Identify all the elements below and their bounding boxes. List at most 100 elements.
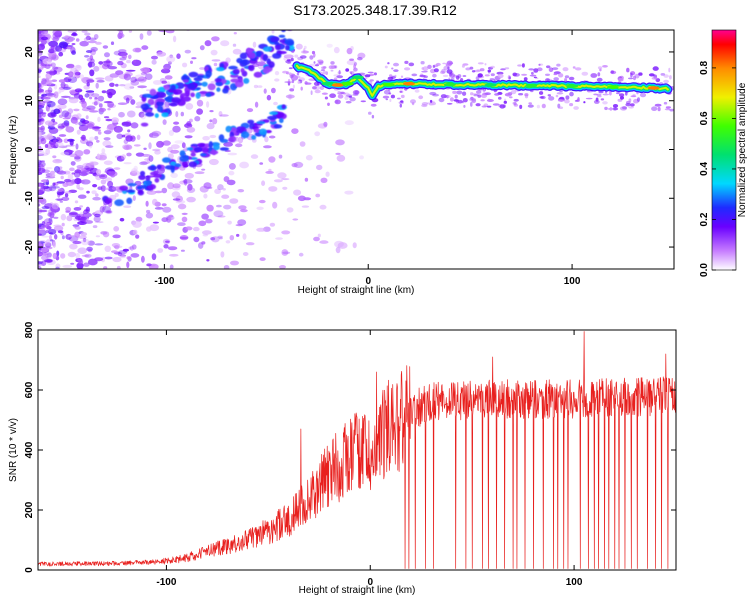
heatmap-cell [632, 94, 636, 97]
heatmap-cell [83, 37, 89, 42]
heatmap-cell [105, 118, 113, 122]
heatmap-cell [214, 188, 222, 194]
heatmap-cell [80, 180, 85, 184]
heatmap-cell [439, 70, 446, 75]
heatmap-cell [149, 132, 159, 139]
heatmap-cell [194, 147, 203, 152]
heatmap-cell [112, 234, 121, 239]
heatmap-cell [140, 72, 147, 76]
heatmap-cell [256, 121, 266, 125]
heatmap-cell [83, 262, 90, 267]
heatmap-cell [564, 77, 568, 82]
heatmap-cell [83, 149, 91, 155]
heatmap-cell [324, 96, 328, 100]
heatmap-cell [50, 62, 56, 68]
heatmap-cell [334, 99, 341, 105]
heatmap-cell [199, 45, 205, 51]
heatmap-cell [471, 98, 477, 104]
heatmap-cell [60, 81, 66, 89]
heatmap-cell [116, 133, 123, 140]
heatmap-cell [486, 105, 492, 108]
heatmap-cell [482, 89, 486, 93]
heatmap-cell [663, 74, 669, 78]
heatmap-cell [41, 38, 47, 45]
heatmap-cell [53, 91, 59, 99]
heatmap-cell [194, 116, 201, 122]
heatmap-cell [88, 61, 93, 68]
heatmap-cell [40, 125, 45, 132]
heatmap-cell [74, 213, 85, 216]
heatmap-cell [473, 94, 479, 97]
heatmap-cell [45, 167, 53, 170]
colorbar-tick-label: 0.8 [699, 61, 710, 75]
heatmap-cell [191, 57, 197, 60]
heatmap-cell [69, 212, 78, 215]
heatmap-cell [286, 17, 296, 24]
heatmap-cell [135, 216, 143, 222]
heatmap-cell [38, 183, 42, 187]
heatmap-cell [228, 170, 235, 176]
heatmap-cell [512, 72, 517, 77]
heatmap-cell [259, 162, 264, 165]
heatmap-cell [58, 41, 68, 49]
heatmap-cell [337, 71, 342, 75]
heatmap-cell [414, 89, 420, 93]
heatmap-cell [583, 101, 586, 104]
heatmap-cell [55, 159, 61, 162]
heatmap-cell [217, 215, 226, 218]
heatmap-cell [387, 62, 390, 65]
heatmap-cell [184, 146, 188, 151]
heatmap-cell [312, 85, 321, 91]
colorbar-tick-label: 0.2 [699, 212, 710, 226]
heatmap-cell [471, 70, 476, 73]
heatmap-cell [141, 153, 151, 157]
heatmap-cell [165, 30, 175, 34]
heatmap-cell [73, 224, 77, 228]
heatmap-cell [74, 71, 81, 76]
heatmap-cell [202, 136, 210, 141]
heatmap-cell [141, 184, 147, 189]
heatmap-cell [510, 90, 517, 95]
heatmap-cell [504, 67, 510, 70]
heatmap-cell [291, 128, 299, 135]
heatmap-cell [109, 82, 115, 88]
heatmap-cell [81, 134, 86, 141]
heatmap-cell [38, 161, 46, 168]
heatmap-cell [652, 66, 659, 71]
heatmap-cell [651, 77, 658, 80]
heatmap-cell [70, 262, 75, 265]
heatmap-cell [257, 85, 263, 88]
heatmap-cell [133, 144, 141, 147]
heatmap-cell [353, 62, 358, 66]
heatmap-cell [85, 141, 94, 147]
heatmap-cell [297, 195, 306, 202]
heatmap-cell [103, 60, 113, 68]
heatmap-cell [76, 113, 82, 118]
heatmap-cell [310, 90, 313, 95]
heatmap-cell [94, 97, 101, 102]
heatmap-cell [195, 87, 201, 91]
heatmap-cell [273, 101, 278, 106]
heatmap-cell [157, 86, 166, 93]
heatmap-cell [352, 93, 359, 96]
heatmap-cell [55, 141, 64, 148]
heatmap-cell [78, 124, 89, 132]
heatmap-cell [52, 105, 60, 109]
heatmap-cell [490, 65, 495, 69]
heatmap-cell [45, 222, 50, 225]
heatmap-cell [140, 122, 149, 127]
heatmap-cell [226, 179, 236, 186]
heatmap-cell [52, 241, 56, 248]
heatmap-cell [335, 246, 341, 254]
heatmap-cell [74, 64, 82, 71]
heatmap-cell [593, 99, 600, 104]
heatmap-cell [167, 153, 174, 159]
heatmap-cell [284, 38, 294, 46]
heatmap-cell [107, 66, 118, 70]
heatmap-cell [98, 173, 108, 179]
heatmap-cell [317, 233, 321, 238]
heatmap-cell [209, 119, 213, 123]
heatmap-cell [291, 79, 295, 84]
heatmap-cell [119, 255, 126, 259]
heatmap-cell [335, 139, 345, 146]
